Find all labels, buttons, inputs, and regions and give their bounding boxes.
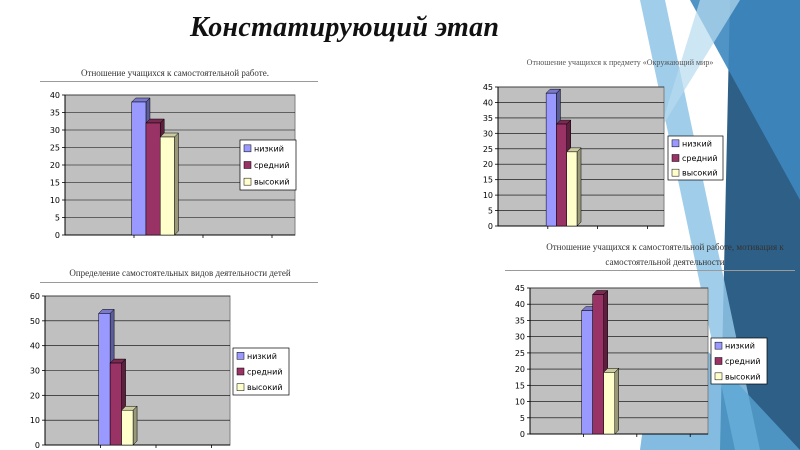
y-tick-label: 40 [515, 300, 525, 309]
bar-side-высокий [614, 367, 619, 435]
y-tick-label: 25 [515, 349, 525, 358]
y-tick-label: 40 [30, 342, 40, 351]
decor-triangle-left [660, 0, 740, 130]
y-tick-label: 15 [515, 381, 525, 390]
bar-высокий [121, 409, 134, 446]
legend-swatch-низкий [243, 144, 252, 153]
y-tick-label: 5 [55, 214, 60, 223]
legend-label: высокий [247, 383, 283, 392]
legend-label: средний [682, 154, 718, 163]
legend-swatch-высокий [243, 177, 252, 186]
legend-swatch-средний [714, 357, 723, 365]
y-tick-label: 10 [515, 398, 525, 407]
legend-swatch-высокий [714, 372, 723, 381]
bar-высокий [159, 136, 175, 236]
legend-label: средний [254, 161, 290, 170]
y-tick-label: 40 [483, 98, 493, 107]
bar-высокий [566, 151, 578, 227]
legend-swatch-средний [671, 154, 680, 162]
y-tick-label: 35 [50, 109, 60, 118]
legend-label: высокий [725, 372, 761, 381]
y-tick-label: 45 [515, 284, 525, 293]
y-tick-label: 30 [50, 126, 60, 135]
legend-label: низкий [247, 352, 277, 361]
chart1-title: Отношение учащихся к самостоятельной раб… [81, 68, 269, 78]
y-tick-label: 20 [483, 160, 493, 169]
legend-label: высокий [254, 178, 290, 187]
y-tick-label: 25 [50, 144, 60, 153]
plot-area [529, 287, 709, 435]
y-tick-label: 35 [483, 114, 493, 123]
y-tick-label: 0 [488, 222, 493, 231]
y-tick-label: 30 [30, 367, 40, 376]
legend-swatch-средний [243, 161, 252, 169]
bar-средний [109, 362, 122, 446]
legend-swatch-высокий [671, 168, 680, 177]
y-tick-label: 30 [483, 129, 493, 138]
y-tick-label: 20 [50, 161, 60, 170]
y-tick-label: 0 [35, 441, 40, 450]
legend-label: низкий [682, 139, 712, 148]
chart4-title-rule [505, 270, 795, 271]
legend-label: высокий [682, 169, 718, 178]
legend-swatch-низкий [236, 352, 245, 360]
legend-label: средний [247, 368, 283, 377]
bar-средний [592, 294, 604, 435]
y-tick-label: 15 [483, 176, 493, 185]
y-tick-label: 0 [520, 430, 525, 439]
y-tick-label: 50 [30, 317, 40, 326]
y-tick-label: 25 [483, 145, 493, 154]
legend-swatch-средний [236, 367, 245, 376]
y-tick-label: 35 [515, 316, 525, 325]
bar-низкий [581, 310, 593, 435]
legend-swatch-низкий [714, 341, 723, 350]
y-tick-label: 5 [488, 207, 493, 216]
chart2-title: Отношение учащихся к предмету «Окружающи… [526, 58, 714, 67]
y-tick-label: 20 [515, 365, 525, 374]
y-tick-label: 10 [50, 196, 60, 205]
y-tick-label: 10 [30, 416, 40, 425]
y-tick-label: 60 [30, 292, 40, 301]
y-tick-label: 30 [515, 333, 525, 342]
y-tick-label: 15 [50, 179, 60, 188]
y-tick-label: 45 [483, 83, 493, 92]
y-tick-label: 5 [520, 414, 525, 423]
legend-label: низкий [725, 342, 755, 351]
chart3-title-rule [40, 282, 318, 283]
y-tick-label: 10 [483, 191, 493, 200]
bar-высокий [603, 372, 615, 435]
chart1-title-rule [40, 81, 318, 82]
y-tick-label: 0 [55, 231, 60, 240]
legend-swatch-низкий [671, 139, 680, 148]
legend-swatch-высокий [236, 383, 245, 391]
legend-label: средний [725, 357, 761, 366]
y-tick-label: 20 [30, 391, 40, 400]
y-tick-label: 40 [50, 91, 60, 100]
decor-triangle-mid [690, 0, 800, 200]
legend-label: низкий [254, 144, 284, 153]
slide-title: Констатирующий этап [190, 12, 500, 43]
chart3-title: Определение самостоятельных видов деятел… [69, 268, 291, 278]
chart4-title: Отношение учащихся к самостоятельной раб… [546, 242, 784, 267]
